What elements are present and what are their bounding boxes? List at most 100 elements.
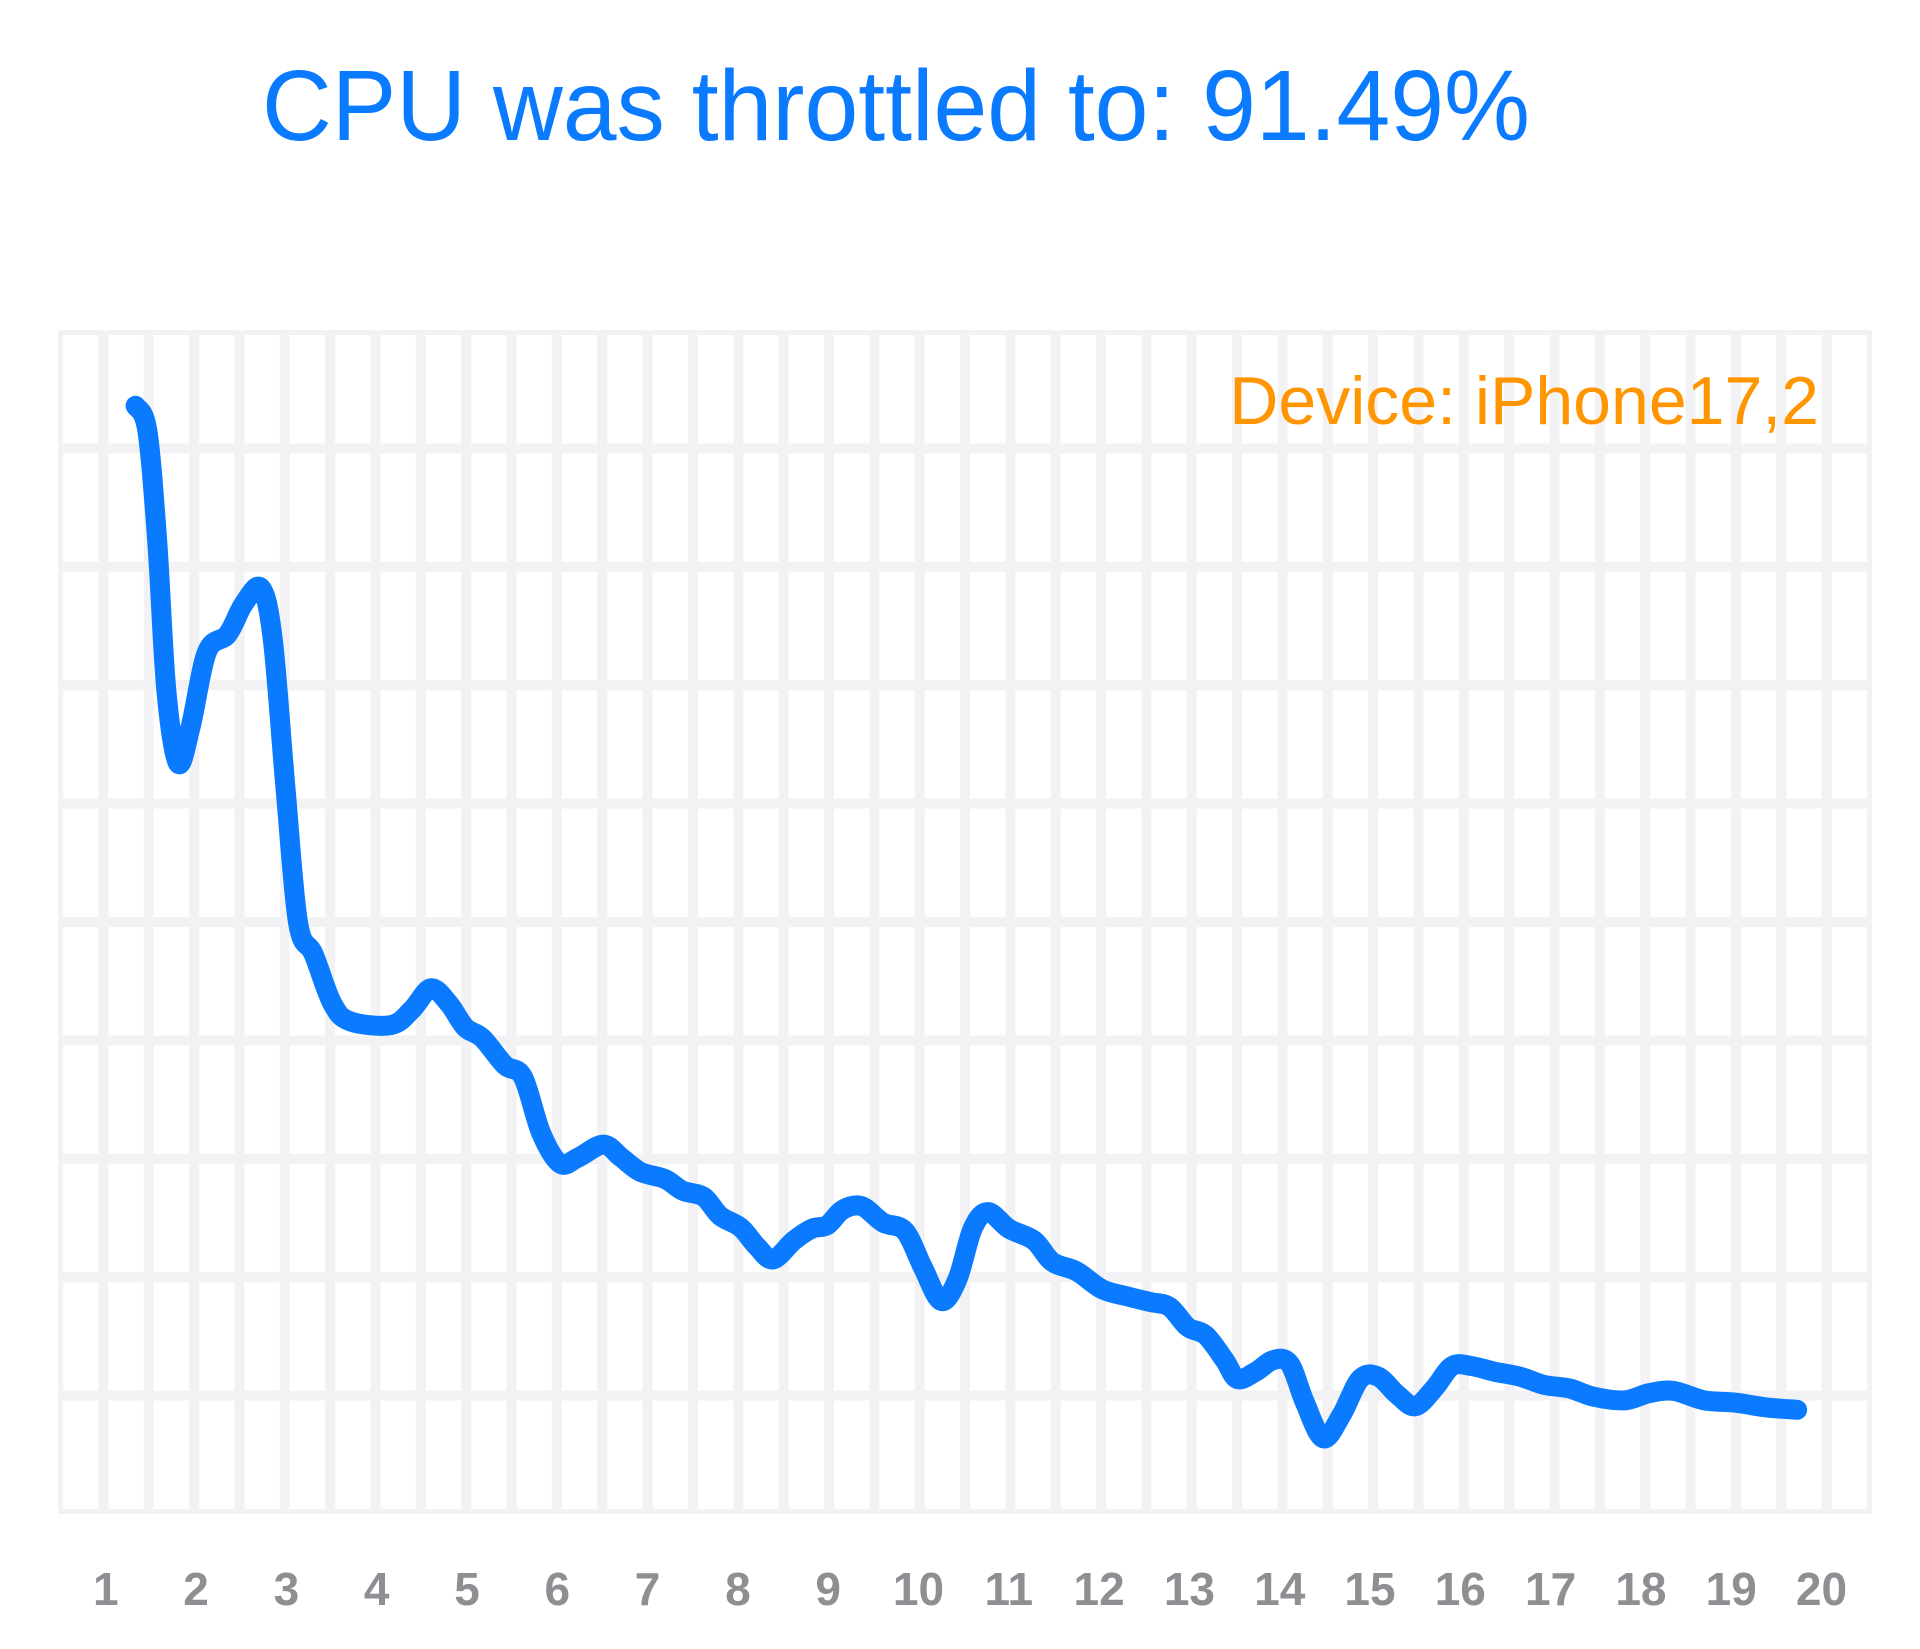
- grid-cell: [108, 1400, 144, 1509]
- grid-cell: [108, 690, 144, 799]
- grid-cell: [1060, 808, 1097, 917]
- grid-cell: [924, 927, 960, 1036]
- grid-cell: [335, 1163, 371, 1273]
- grid-cell: [1468, 1163, 1505, 1273]
- grid-cell: [970, 1045, 1006, 1154]
- grid-cell: [289, 1282, 326, 1391]
- grid-cell: [335, 1045, 371, 1154]
- grid-cell: [1015, 453, 1051, 562]
- grid-cell: [833, 571, 870, 681]
- device-label: Device: iPhone17,2: [1229, 363, 1819, 439]
- grid-cell: [879, 1282, 915, 1391]
- grid-cell: [153, 927, 190, 1036]
- grid-cell: [561, 690, 598, 799]
- grid-cell: [1378, 335, 1414, 444]
- grid-cell: [788, 1400, 824, 1509]
- grid-cell: [1559, 927, 1595, 1036]
- grid-cell: [1831, 1045, 1867, 1154]
- grid-cell: [970, 1400, 1006, 1509]
- grid-cell: [335, 1282, 371, 1391]
- grid-cell: [63, 571, 99, 681]
- grid-cell: [1196, 1400, 1233, 1509]
- grid-cell: [516, 927, 552, 1036]
- grid-cell: [425, 808, 462, 917]
- grid-cell: [1695, 335, 1731, 444]
- grid-cell: [1151, 690, 1187, 799]
- grid-cell: [970, 453, 1006, 562]
- grid-cell: [1786, 690, 1822, 799]
- chart-title: CPU was throttled to: 91.49%: [262, 50, 1530, 162]
- grid-cell: [1378, 453, 1414, 562]
- grid-cell: [1196, 1163, 1233, 1273]
- grid-cell: [924, 808, 960, 917]
- grid-cell: [1786, 1163, 1822, 1273]
- grid-cell: [1015, 1282, 1051, 1391]
- grid-cell: [1559, 335, 1595, 444]
- grid-cell: [1468, 927, 1505, 1036]
- grid-cell: [153, 1163, 190, 1273]
- x-tick-label: 18: [1615, 1563, 1666, 1615]
- grid-cell: [652, 335, 688, 444]
- grid-cell: [1287, 690, 1323, 799]
- grid-cell: [1514, 1163, 1550, 1273]
- grid-cell: [380, 808, 416, 917]
- chart-grid: [58, 330, 1872, 1514]
- grid-cell: [1559, 808, 1595, 917]
- grid-cell: [879, 808, 915, 917]
- grid-cell: [289, 1045, 326, 1154]
- x-tick-label: 5: [454, 1563, 480, 1615]
- grid-cell: [1650, 1282, 1686, 1391]
- grid-cell: [1831, 1400, 1867, 1509]
- grid-cell: [335, 690, 371, 799]
- grid-cell: [1015, 808, 1051, 917]
- grid-cell: [1242, 927, 1278, 1036]
- x-tick-label: 14: [1254, 1563, 1306, 1615]
- grid-cell: [970, 808, 1006, 917]
- grid-cell: [63, 1163, 99, 1273]
- grid-cell: [153, 1045, 190, 1154]
- grid-cell: [1650, 927, 1686, 1036]
- grid-cell: [1060, 927, 1097, 1036]
- grid-cell: [1740, 571, 1777, 681]
- grid-cell: [1740, 1163, 1777, 1273]
- grid-cell: [697, 1045, 734, 1154]
- grid-cell: [561, 571, 598, 681]
- grid-cell: [652, 1282, 688, 1391]
- x-tick-label: 8: [725, 1563, 751, 1615]
- grid-cell: [833, 1400, 870, 1509]
- grid-cell: [1378, 1045, 1414, 1154]
- grid-cell: [63, 453, 99, 562]
- x-tick-label: 16: [1435, 1563, 1486, 1615]
- grid-cell: [1650, 335, 1686, 444]
- grid-cell: [607, 927, 643, 1036]
- grid-cell: [1015, 927, 1051, 1036]
- grid-cell: [289, 690, 326, 799]
- grid-cell: [1831, 453, 1867, 562]
- grid-cell: [1151, 1045, 1187, 1154]
- grid-cell: [244, 1163, 280, 1273]
- grid-cell: [561, 335, 598, 444]
- grid-cell: [1196, 335, 1233, 444]
- grid-cell: [1423, 690, 1459, 799]
- grid-cell: [1378, 927, 1414, 1036]
- grid-cell: [1604, 1045, 1641, 1154]
- grid-cell: [788, 927, 824, 1036]
- grid-cell: [1060, 571, 1097, 681]
- grid-cell: [924, 335, 960, 444]
- grid-cell: [879, 1400, 915, 1509]
- grid-cell: [108, 1163, 144, 1273]
- x-tick-label: 10: [893, 1563, 944, 1615]
- grid-cell: [788, 690, 824, 799]
- grid-cell: [380, 571, 416, 681]
- grid-cell: [607, 335, 643, 444]
- grid-cell: [1151, 571, 1187, 681]
- grid-cell: [1332, 453, 1369, 562]
- grid-cell: [607, 453, 643, 562]
- x-tick-label: 7: [635, 1563, 661, 1615]
- grid-cell: [833, 335, 870, 444]
- grid-cell: [607, 690, 643, 799]
- grid-cell: [1695, 1163, 1731, 1273]
- grid-cell: [244, 927, 280, 1036]
- grid-cell: [652, 690, 688, 799]
- grid-cell: [1423, 927, 1459, 1036]
